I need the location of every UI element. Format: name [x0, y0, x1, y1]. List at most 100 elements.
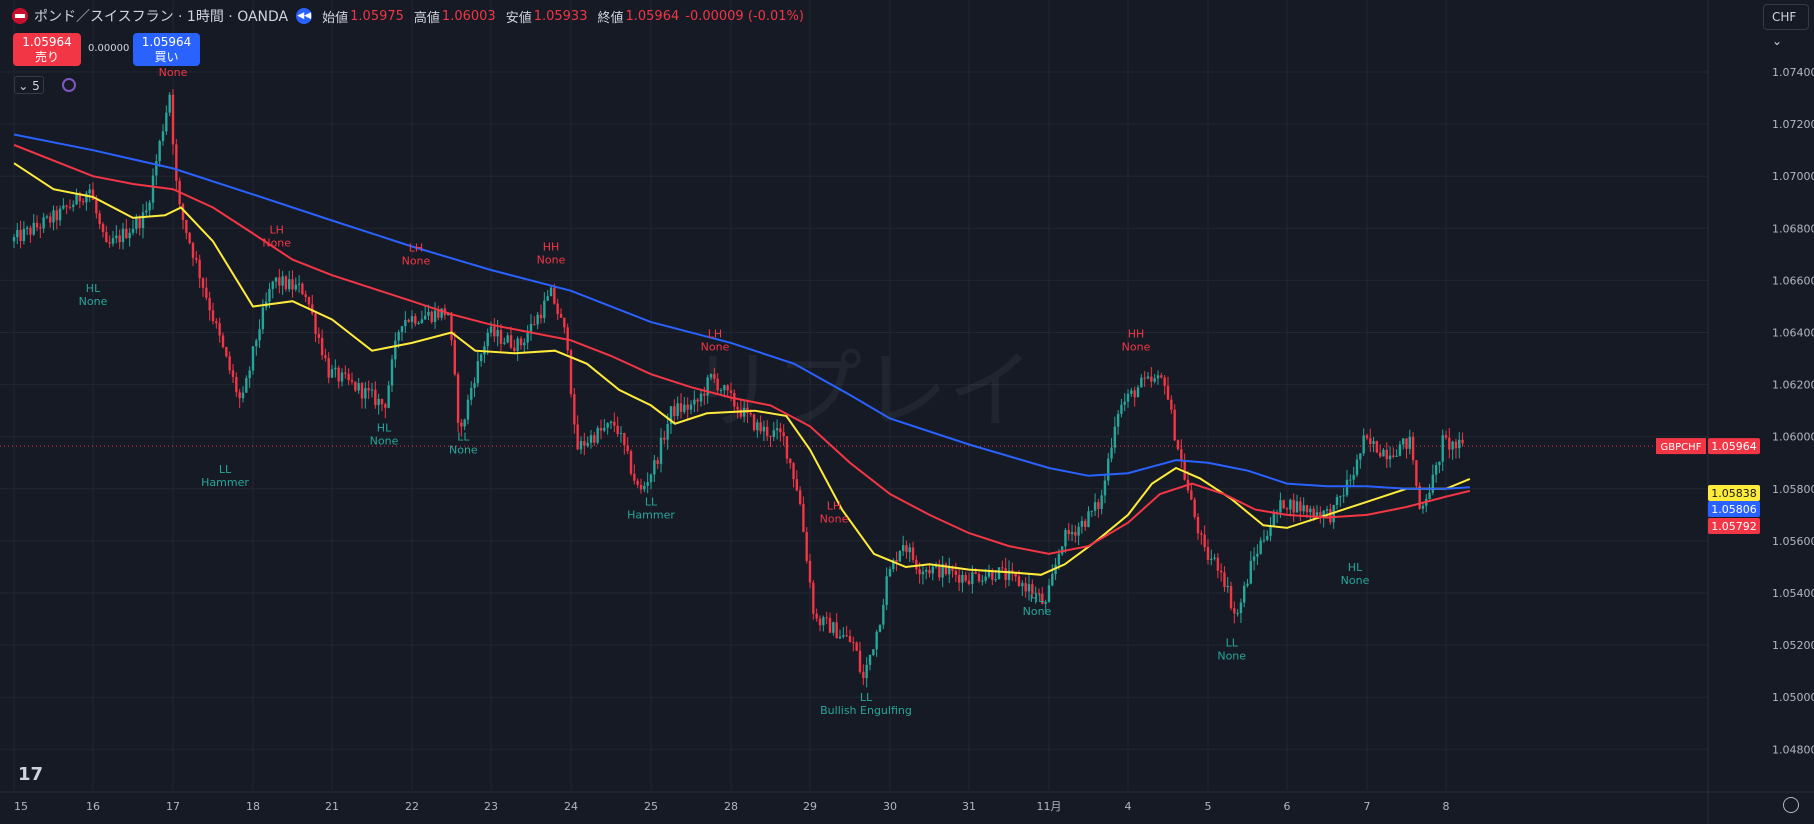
- price-tag-label: 1.05792: [1711, 520, 1757, 533]
- indicators-toggle[interactable]: ⌄ 5: [14, 76, 44, 94]
- candle: [297, 283, 301, 285]
- buy-price: 1.05964: [141, 35, 192, 49]
- candle: [898, 550, 902, 562]
- candle: [818, 618, 822, 626]
- candle: [400, 326, 404, 333]
- candle: [1143, 377, 1146, 379]
- candle: [294, 284, 297, 290]
- candle: [39, 227, 42, 229]
- tradingview-logo-icon[interactable]: 17: [18, 764, 44, 785]
- candle: [165, 112, 168, 132]
- candle: [404, 320, 407, 327]
- candle: [1428, 492, 1431, 499]
- refresh-icon[interactable]: [62, 78, 76, 92]
- candle: [1200, 533, 1203, 535]
- candle: [261, 307, 265, 330]
- candle: [1335, 497, 1339, 505]
- candle: [766, 426, 769, 436]
- candle: [374, 389, 377, 406]
- candle: [1133, 390, 1136, 398]
- candle: [918, 569, 921, 575]
- candle: [626, 445, 629, 452]
- candle: [1176, 440, 1180, 450]
- candle: [72, 204, 75, 208]
- x-tick-label: 11月: [1037, 800, 1062, 813]
- y-tick-label: 1.04800: [1772, 743, 1814, 756]
- y-tick-label: 1.07200: [1772, 118, 1814, 131]
- candle: [1074, 531, 1077, 536]
- candle: [1077, 526, 1080, 536]
- structure-label: None: [262, 237, 291, 250]
- structure-label: None: [701, 341, 730, 354]
- candle: [195, 258, 198, 260]
- candle: [1120, 404, 1123, 414]
- candle: [549, 287, 553, 297]
- candle: [423, 315, 427, 320]
- symbol-tag: [1656, 438, 1706, 455]
- y-tick-label: 1.05800: [1772, 483, 1814, 496]
- candle: [1282, 500, 1285, 509]
- price-tag-label: 1.05964: [1711, 440, 1757, 453]
- candle: [762, 426, 766, 432]
- sell-button[interactable]: 1.05964 売り: [13, 33, 81, 66]
- candle: [1031, 584, 1034, 594]
- candle: [384, 404, 387, 408]
- candle: [307, 297, 311, 305]
- candle: [188, 232, 191, 244]
- candle: [62, 205, 65, 209]
- candle: [171, 94, 175, 145]
- candle: [1021, 583, 1024, 587]
- candle: [1243, 585, 1246, 603]
- candle: [225, 346, 228, 357]
- candle: [1044, 601, 1047, 604]
- structure-label: None: [449, 444, 478, 457]
- x-tick-label: 25: [644, 800, 658, 813]
- candle: [1084, 520, 1087, 528]
- candle: [211, 310, 215, 322]
- symbol-title[interactable]: ポンド／スイスフラン · 1時間 · OANDA: [34, 9, 289, 25]
- candle: [489, 326, 493, 333]
- structure-label: Hammer: [201, 476, 249, 489]
- candle: [19, 229, 22, 242]
- candle: [255, 340, 258, 347]
- candle: [848, 636, 852, 643]
- candle: [808, 560, 812, 583]
- candle: [639, 484, 643, 490]
- candle: [175, 144, 178, 181]
- currency-button[interactable]: CHF ⌄: [1763, 4, 1809, 48]
- candle: [513, 347, 516, 352]
- candle: [961, 575, 964, 583]
- candle: [523, 342, 526, 346]
- candle: [145, 210, 148, 213]
- candle: [1064, 530, 1067, 547]
- sell-label: 売り: [34, 50, 59, 64]
- candle: [1266, 535, 1269, 540]
- y-tick-label: 1.05200: [1772, 639, 1814, 652]
- rewind-icon[interactable]: ◀◀: [296, 8, 313, 24]
- candle: [198, 259, 201, 279]
- candle: [476, 361, 480, 384]
- candle: [161, 131, 165, 142]
- candle: [1355, 459, 1359, 475]
- candle: [1329, 509, 1332, 523]
- candle: [121, 228, 125, 243]
- candle: [556, 303, 559, 315]
- candle: [1037, 592, 1041, 594]
- candle: [756, 422, 759, 431]
- buy-button[interactable]: 1.05964 買い: [133, 33, 200, 66]
- candle: [1319, 512, 1322, 518]
- candle: [785, 436, 789, 459]
- candle: [1388, 455, 1392, 460]
- candle: [656, 460, 659, 464]
- candle: [991, 571, 994, 580]
- candle: [1229, 585, 1233, 609]
- candle: [1402, 438, 1405, 445]
- candle: [111, 238, 115, 244]
- settings-gear-icon[interactable]: [1783, 797, 1799, 813]
- y-tick-label: 1.06800: [1772, 222, 1814, 235]
- candle: [1385, 449, 1388, 460]
- candle: [716, 378, 719, 391]
- candle: [825, 617, 828, 619]
- candle: [221, 335, 225, 347]
